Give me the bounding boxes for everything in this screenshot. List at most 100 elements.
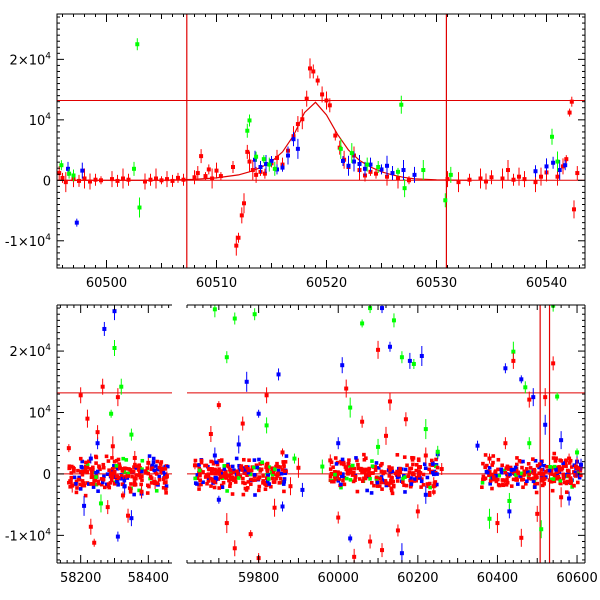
data-point [563,463,568,467]
data-point [249,482,253,486]
data-point [339,482,343,487]
data-point [379,167,384,172]
data-point [280,450,285,455]
data-point [280,504,285,509]
data-point [508,472,512,477]
data-point [496,482,501,487]
data-point [368,162,373,167]
data-point [333,472,337,477]
data-point [88,456,93,461]
data-point [195,482,199,486]
data-point [363,476,368,481]
data-point [112,464,116,468]
data-point [269,470,274,474]
data-point [92,540,97,545]
data-point [551,456,556,460]
data-point [552,473,557,478]
data-point [102,485,107,490]
data-point [516,482,520,486]
data-point [116,457,121,462]
data-point [199,460,204,465]
data-point [398,470,403,474]
data-point [157,474,162,479]
data-point [96,489,100,493]
data-point [213,471,218,476]
data-point [121,176,125,181]
data-point [201,470,205,474]
data-point [409,466,414,471]
data-point [192,175,197,180]
data-point [533,474,537,479]
data-point [336,441,341,446]
data-point [374,171,378,176]
data-point [249,477,253,482]
data-point [70,483,75,488]
data-point [119,384,124,389]
data-point [391,318,396,323]
data-point [527,472,531,477]
data-point [283,460,288,464]
data-point [83,466,88,471]
data-point [206,472,211,476]
data-point [265,479,270,484]
data-point [140,474,144,479]
data-point [280,165,285,170]
data-point [406,474,411,479]
data-point [241,492,246,497]
data-point [254,172,259,177]
data-point [547,478,552,482]
data-point [283,471,288,476]
data-point [146,471,151,476]
data-point [230,492,235,496]
data-point [448,172,453,177]
data-point [138,465,142,470]
data-point [311,69,316,74]
data-point [252,473,257,477]
data-point [390,171,395,176]
data-point [109,411,114,416]
data-point [489,175,494,180]
data-point [246,486,250,490]
data-point [549,479,554,484]
data-point [204,473,209,477]
data-point [383,470,387,474]
data-point [421,472,426,477]
data-point [278,465,282,469]
data-point [429,458,434,463]
data-point [539,477,544,481]
data-point [336,515,341,520]
data-point [379,469,384,474]
data-point [531,476,536,481]
data-point [360,470,364,475]
data-point [254,154,259,159]
data-point [245,128,250,133]
data-point [579,473,583,478]
data-point [348,536,353,541]
data-point [428,485,432,490]
data-point [533,180,538,185]
data-point [139,482,143,487]
data-point [232,546,237,551]
x-tick-label: 60540 [526,276,567,291]
data-point [526,470,530,474]
data-point [575,450,580,455]
data-point [370,480,374,485]
data-point [484,179,488,184]
data-point [261,479,266,483]
data-point [361,479,365,483]
data-point [432,481,437,486]
x-tick-label: 60000 [318,571,359,586]
data-point [395,453,400,457]
data-point [215,469,219,474]
data-point [348,470,353,475]
data-point [352,554,357,559]
data-point [132,166,136,171]
data-point [549,468,554,472]
data-point [371,471,375,475]
data-point [557,168,562,173]
data-point [115,395,120,400]
data-point [134,473,138,477]
data-point [564,490,569,494]
x-tick-label: 60520 [306,276,347,291]
